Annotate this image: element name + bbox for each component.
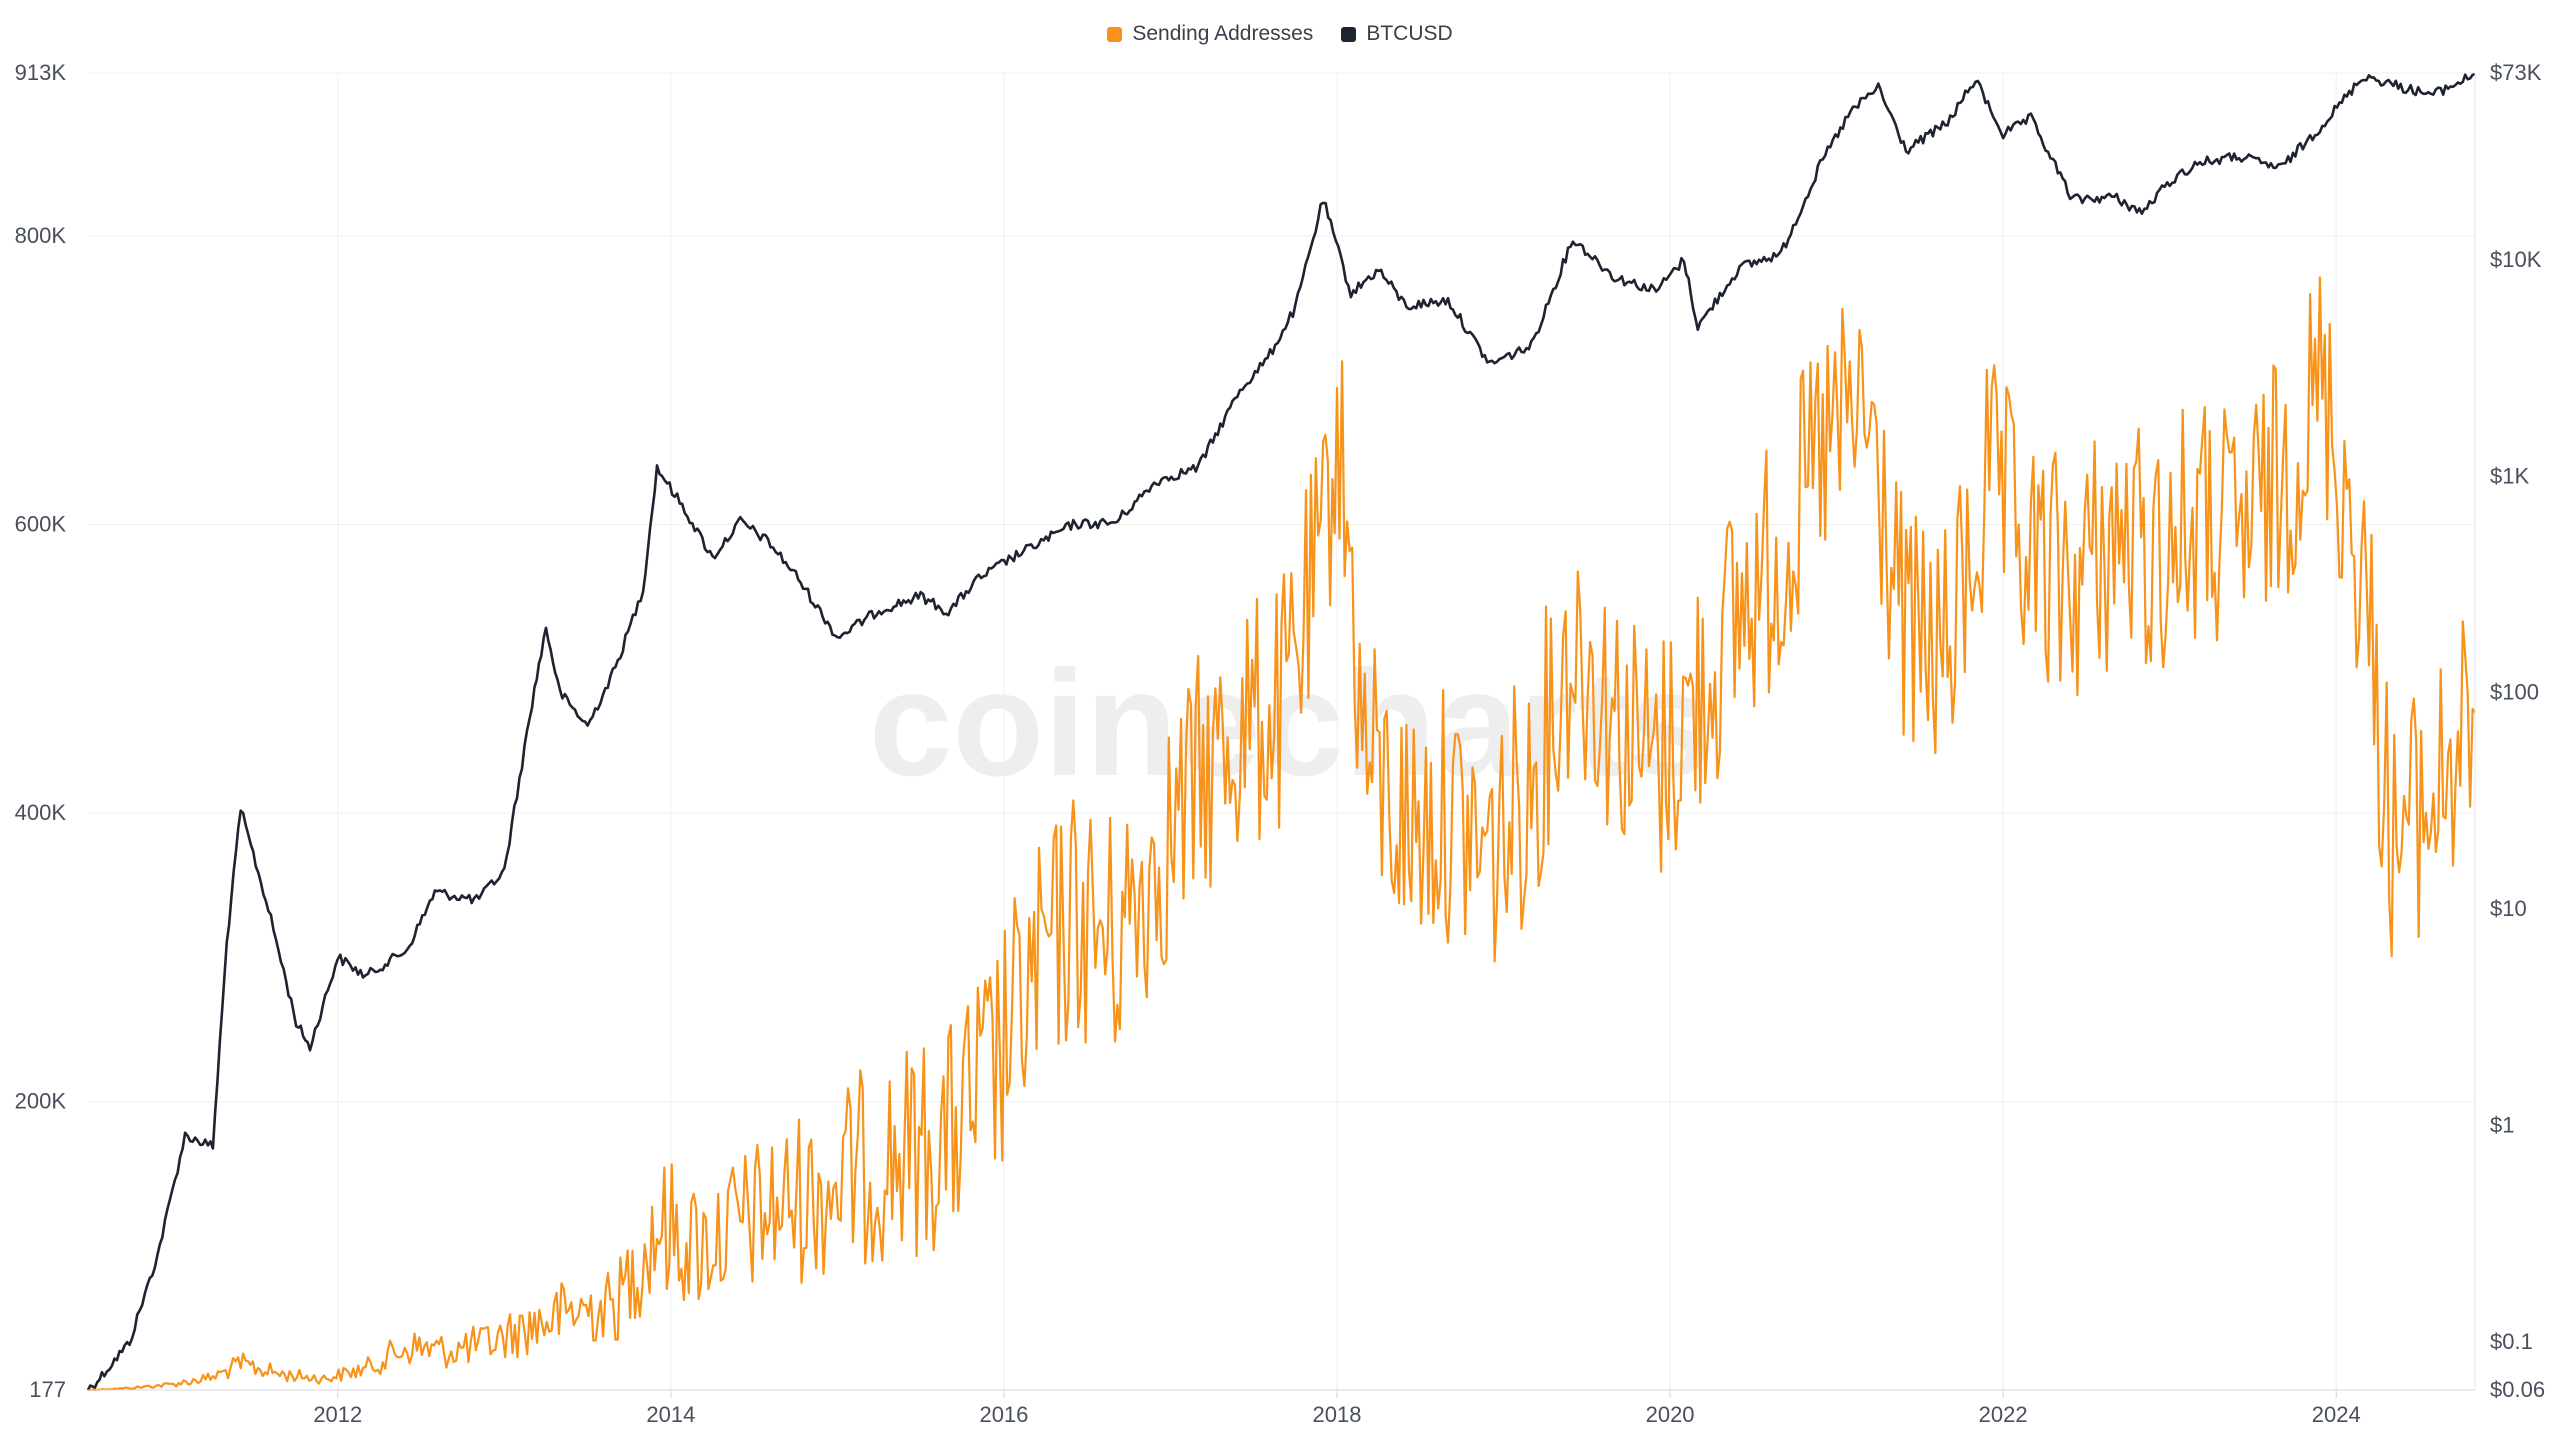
- right-tick-label: $0.1: [2490, 1329, 2533, 1354]
- legend-label: BTCUSD: [1366, 22, 1453, 45]
- x-tick-label: 2016: [979, 1402, 1028, 1427]
- right-tick-label: $10: [2490, 896, 2527, 921]
- right-tick-label: $1: [2490, 1113, 2514, 1138]
- x-axis: 2012 2014 2016 2018 2020 2022 2024: [88, 1389, 2475, 1427]
- legend: Sending Addresses BTCUSD: [0, 22, 2560, 46]
- series-line-sending-addresses: [87, 276, 2476, 1392]
- x-tick-label: 2020: [1646, 1402, 1695, 1427]
- x-tick-label: 2022: [1979, 1402, 2028, 1427]
- left-tick-label: 913K: [15, 60, 67, 85]
- left-tick-label: 600K: [15, 512, 67, 537]
- left-tick-label: 200K: [15, 1089, 67, 1114]
- left-tick-label: 177: [29, 1377, 66, 1402]
- series-line-btcusd: [86, 73, 2476, 1391]
- left-y-axis: 913K 800K 600K 400K 200K 177: [15, 60, 67, 1402]
- x-tick-label: 2014: [646, 1402, 695, 1427]
- right-tick-label: $100: [2490, 680, 2539, 705]
- right-tick-label: $0.06: [2490, 1377, 2545, 1402]
- legend-label: Sending Addresses: [1132, 22, 1314, 45]
- legend-item-btcusd[interactable]: BTCUSD: [1341, 22, 1453, 46]
- x-tick-label: 2018: [1313, 1402, 1362, 1427]
- right-tick-label: $1K: [2490, 463, 2529, 488]
- legend-item-sending-addresses[interactable]: Sending Addresses: [1107, 22, 1313, 46]
- right-tick-label: $73K: [2490, 60, 2542, 85]
- right-tick-label: $10K: [2490, 247, 2542, 272]
- legend-swatch-orange: [1107, 26, 1123, 42]
- watermark: coinecharts: [869, 639, 1711, 807]
- series-layer: [86, 73, 2476, 1392]
- left-tick-label: 400K: [15, 800, 67, 825]
- x-tick-label: 2024: [2312, 1402, 2361, 1427]
- left-tick-label: 800K: [15, 223, 67, 248]
- legend-swatch-dark: [1341, 26, 1357, 42]
- right-y-axis: $73K $10K $1K $100 $10 $1 $0.1 $0.06: [2474, 60, 2545, 1402]
- x-tick-label: 2012: [313, 1402, 362, 1427]
